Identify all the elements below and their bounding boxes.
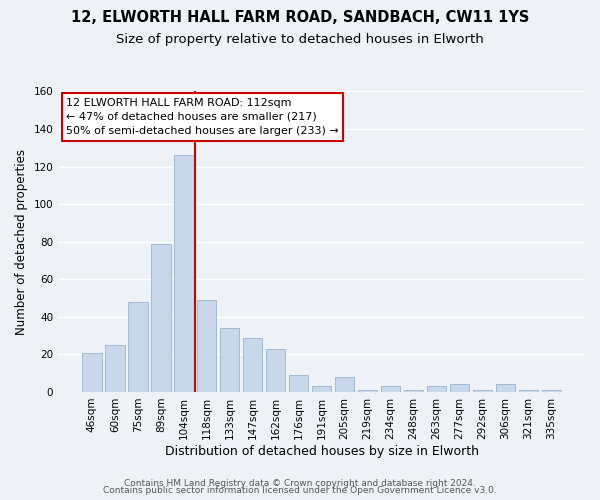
Y-axis label: Number of detached properties: Number of detached properties: [15, 148, 28, 334]
Bar: [174, 156, 194, 392]
Bar: [105, 345, 125, 392]
Text: Contains public sector information licensed under the Open Government Licence v3: Contains public sector information licen…: [103, 486, 497, 495]
X-axis label: Distribution of detached houses by size in Elworth: Distribution of detached houses by size …: [164, 444, 479, 458]
Bar: [496, 384, 515, 392]
Text: Size of property relative to detached houses in Elworth: Size of property relative to detached ho…: [116, 32, 484, 46]
Bar: [518, 390, 538, 392]
Bar: [82, 352, 101, 392]
Bar: [404, 390, 423, 392]
Text: 12 ELWORTH HALL FARM ROAD: 112sqm
← 47% of detached houses are smaller (217)
50%: 12 ELWORTH HALL FARM ROAD: 112sqm ← 47% …: [66, 98, 339, 136]
Bar: [266, 349, 286, 392]
Bar: [449, 384, 469, 392]
Bar: [243, 338, 262, 392]
Bar: [473, 390, 492, 392]
Bar: [312, 386, 331, 392]
Bar: [358, 390, 377, 392]
Bar: [220, 328, 239, 392]
Bar: [542, 390, 561, 392]
Text: 12, ELWORTH HALL FARM ROAD, SANDBACH, CW11 1YS: 12, ELWORTH HALL FARM ROAD, SANDBACH, CW…: [71, 10, 529, 25]
Bar: [289, 375, 308, 392]
Bar: [197, 300, 217, 392]
Bar: [427, 386, 446, 392]
Bar: [128, 302, 148, 392]
Bar: [381, 386, 400, 392]
Bar: [151, 244, 170, 392]
Text: Contains HM Land Registry data © Crown copyright and database right 2024.: Contains HM Land Registry data © Crown c…: [124, 478, 476, 488]
Bar: [335, 377, 355, 392]
